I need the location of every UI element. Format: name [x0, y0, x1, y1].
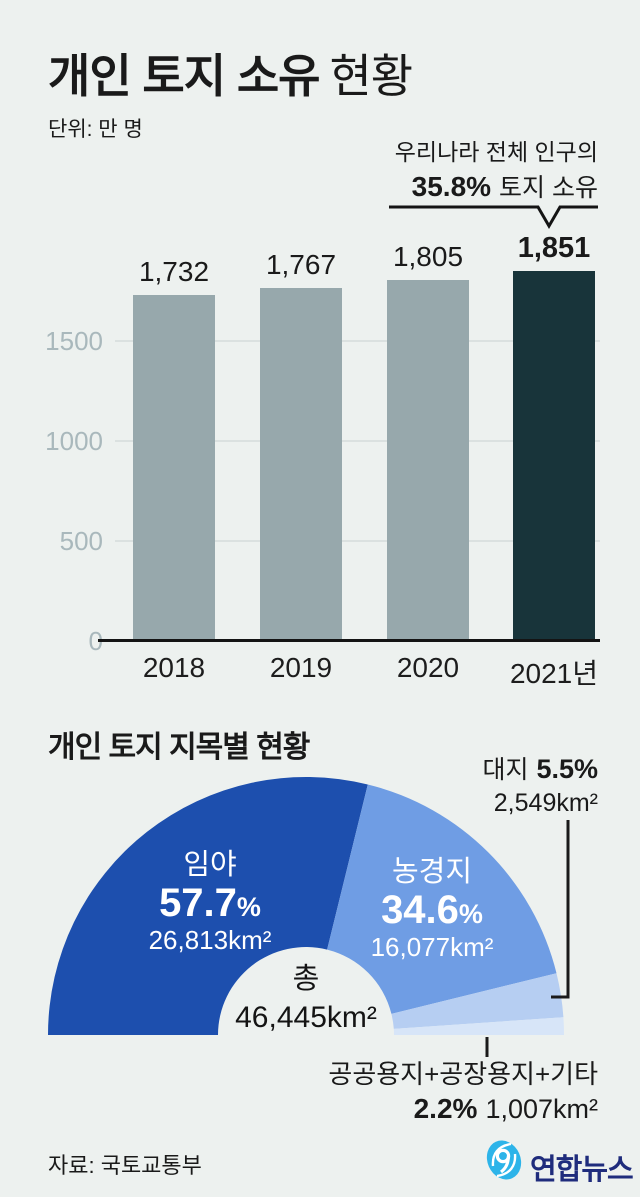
bar-value-label: 1,767: [265, 248, 337, 280]
annotation-line2: 35.8% 토지 소유: [395, 169, 598, 204]
callout-daeji: 대지 5.5% 2,549km²: [482, 752, 598, 820]
slice-area: 26,813km²: [148, 925, 272, 956]
callout-etc-label: 공공용지+공장용지+기타: [328, 1059, 598, 1089]
bar-chart: 0 500 1000 1500 1,732 2018 1,767 2019 1,805 2020 1…: [45, 231, 600, 689]
y-axis-tick-1500: 1500: [45, 326, 103, 356]
bar-value-label: 1,732: [138, 255, 210, 287]
callout-daeji-line1: 대지 5.5%: [482, 754, 598, 784]
annotation-percent: 35.8%: [411, 170, 492, 202]
page-title-emphasis: 개인 토지 소유: [48, 50, 320, 102]
slice-name: 농경지: [391, 856, 473, 888]
annotation-line1: 우리나라 전체 인구의: [394, 139, 598, 165]
slice-area: 16,077km²: [370, 932, 494, 963]
bar-2019: [260, 287, 342, 641]
callout-daeji-area: 2,549km²: [493, 789, 598, 818]
total-value: 46,445km²: [235, 1000, 377, 1034]
y-axis-tick-1000: 1000: [45, 426, 103, 456]
gridline-1000: [115, 440, 600, 442]
total-label: 총: [292, 963, 320, 995]
callout-etc: 공공용지+공장용지+기타 2.2% 1,007km²: [328, 1058, 598, 1126]
daeji-connector-line: [551, 820, 570, 999]
slice-label-forest: 임야 57.7% 26,813km²: [110, 849, 310, 955]
x-axis-label-2021년: 2021년: [509, 658, 599, 689]
x-axis-label-2020: 2020: [396, 652, 460, 683]
section2-title: 개인 토지 지목별 현황: [48, 731, 310, 764]
unit-label: 단위: 만 명: [48, 118, 143, 141]
donut-slice-3: [391, 973, 564, 1029]
y-axis-tick-500: 500: [59, 526, 103, 556]
source-credit: 자료: 국토교통부: [48, 1153, 202, 1178]
bar-2021년: [513, 270, 595, 641]
y-axis-tick-0: 0: [88, 626, 103, 656]
annotation-pointer-line: [389, 205, 598, 229]
x-axis-label-2019: 2019: [269, 652, 333, 683]
yonhap-swirl-icon: [486, 1140, 522, 1180]
callout-etc-values: 2.2% 1,007km²: [413, 1092, 598, 1124]
donut-slice-2: [327, 784, 557, 1014]
gridline-1500: [115, 340, 600, 342]
page-title-rest: 현황: [329, 50, 413, 102]
x-axis-line: [98, 639, 600, 642]
gridline-500: [115, 540, 600, 542]
bar-2020: [387, 280, 469, 641]
semi-donut-chart: [48, 776, 570, 1057]
donut-center-total: 총 46,445km²: [206, 962, 406, 1036]
page-title: 개인 토지 소유 현황: [48, 40, 413, 106]
yonhap-logo-text: 연합뉴스: [530, 1154, 634, 1186]
bar-2018: [133, 294, 215, 641]
annotation-suffix: 토지 소유: [499, 173, 598, 202]
slice-percent: 57.7%: [159, 881, 261, 926]
slice-percent: 34.6%: [381, 888, 483, 933]
bar-value-label: 1,851: [517, 231, 591, 264]
slice-label-farmland: 농경지 34.6% 16,077km²: [332, 856, 532, 962]
population-annotation: 우리나라 전체 인구의 35.8% 토지 소유: [395, 138, 598, 204]
slice-name: 임야: [183, 849, 237, 881]
donut-slice-4: [393, 1017, 565, 1035]
donut-slice-1: [48, 776, 368, 1035]
x-axis-label-2018: 2018: [142, 652, 206, 683]
bar-value-label: 1,805: [392, 241, 464, 272]
